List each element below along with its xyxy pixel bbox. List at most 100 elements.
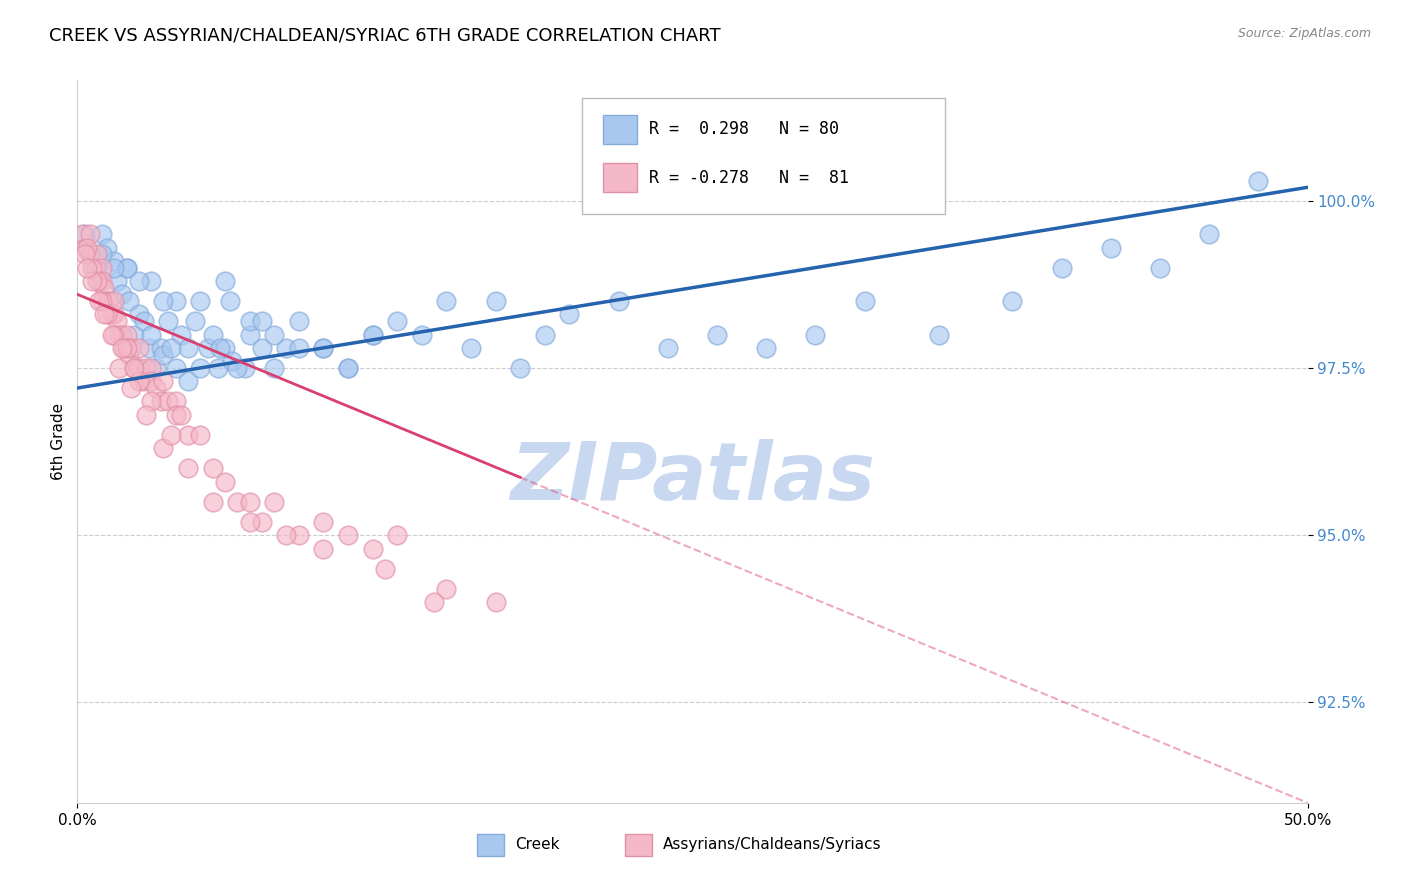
Point <box>82 274 104 288</box>
Point <box>214 341 236 355</box>
Point <box>83 260 105 275</box>
Text: R =  0.298   N = 80: R = 0.298 N = 80 <box>650 120 839 138</box>
Point <box>157 394 180 409</box>
Point <box>111 341 132 355</box>
Point <box>90 260 114 275</box>
Point <box>436 582 458 596</box>
Text: Assyrians/Chaldeans/Syriacs: Assyrians/Chaldeans/Syriacs <box>664 838 882 852</box>
Point <box>188 427 212 442</box>
Point <box>361 327 384 342</box>
Point <box>226 360 249 375</box>
Point <box>76 260 98 275</box>
Point <box>115 260 138 275</box>
Point <box>534 327 557 342</box>
Point <box>145 360 167 375</box>
Point <box>157 314 180 328</box>
Point <box>207 360 229 375</box>
Point <box>141 327 163 342</box>
Point <box>177 427 200 442</box>
Point <box>150 341 173 355</box>
Point <box>485 293 508 308</box>
Point <box>103 293 125 308</box>
Point <box>201 327 224 342</box>
Point <box>93 280 115 294</box>
Point <box>197 341 219 355</box>
Point <box>276 341 298 355</box>
Point <box>96 240 118 254</box>
Point <box>263 327 285 342</box>
Point <box>558 308 581 322</box>
Point <box>79 227 101 241</box>
Point <box>263 494 285 508</box>
Point <box>509 360 531 375</box>
Point <box>128 274 150 288</box>
Point <box>485 595 508 609</box>
Point <box>122 360 145 375</box>
Bar <box>624 834 652 855</box>
Point <box>165 408 187 422</box>
Point <box>128 360 150 375</box>
Point <box>1050 260 1073 275</box>
Point <box>121 381 143 395</box>
Point <box>374 561 396 575</box>
Point <box>411 327 433 342</box>
Point <box>607 293 630 308</box>
Point <box>108 360 131 375</box>
Text: ZIPatlas: ZIPatlas <box>510 439 875 516</box>
Point <box>165 394 187 409</box>
Point <box>115 341 138 355</box>
Point <box>755 341 778 355</box>
Point <box>141 274 163 288</box>
Point <box>312 341 335 355</box>
Point <box>288 314 311 328</box>
Point <box>132 314 155 328</box>
Point <box>141 360 163 375</box>
Y-axis label: 6th Grade: 6th Grade <box>51 403 66 480</box>
Point <box>122 327 145 342</box>
Point <box>160 427 183 442</box>
Point <box>706 327 728 342</box>
Point <box>170 327 193 342</box>
Point <box>239 494 262 508</box>
Point <box>170 408 193 422</box>
Point <box>165 360 187 375</box>
Point <box>221 354 243 368</box>
Point <box>928 327 950 342</box>
Point <box>93 308 115 322</box>
Point <box>657 341 679 355</box>
Point <box>118 293 141 308</box>
Text: R = -0.278   N =  81: R = -0.278 N = 81 <box>650 169 849 186</box>
Point <box>276 528 298 542</box>
Point <box>361 541 384 556</box>
Point <box>76 240 98 254</box>
Bar <box>603 163 637 193</box>
Point <box>128 374 150 388</box>
Point <box>141 394 163 409</box>
Point <box>135 360 157 375</box>
Point <box>312 515 335 529</box>
Point <box>101 308 124 322</box>
Point <box>90 247 114 261</box>
Point <box>86 260 108 275</box>
Point <box>188 360 212 375</box>
Point <box>177 341 200 355</box>
Point <box>128 308 150 322</box>
Point <box>112 341 135 355</box>
Point <box>79 247 101 261</box>
Text: CREEK VS ASSYRIAN/CHALDEAN/SYRIAC 6TH GRADE CORRELATION CHART: CREEK VS ASSYRIAN/CHALDEAN/SYRIAC 6TH GR… <box>49 27 721 45</box>
Point <box>90 274 114 288</box>
Point <box>70 227 93 241</box>
FancyBboxPatch shape <box>582 98 945 214</box>
Point <box>250 515 273 529</box>
Point <box>219 293 242 308</box>
Point <box>152 374 174 388</box>
Point <box>73 227 96 241</box>
Point <box>385 528 409 542</box>
Point <box>312 541 335 556</box>
Point <box>132 374 155 388</box>
Point <box>423 595 446 609</box>
Point <box>105 314 128 328</box>
Point <box>184 314 207 328</box>
Point <box>1001 293 1024 308</box>
Point <box>239 327 262 342</box>
